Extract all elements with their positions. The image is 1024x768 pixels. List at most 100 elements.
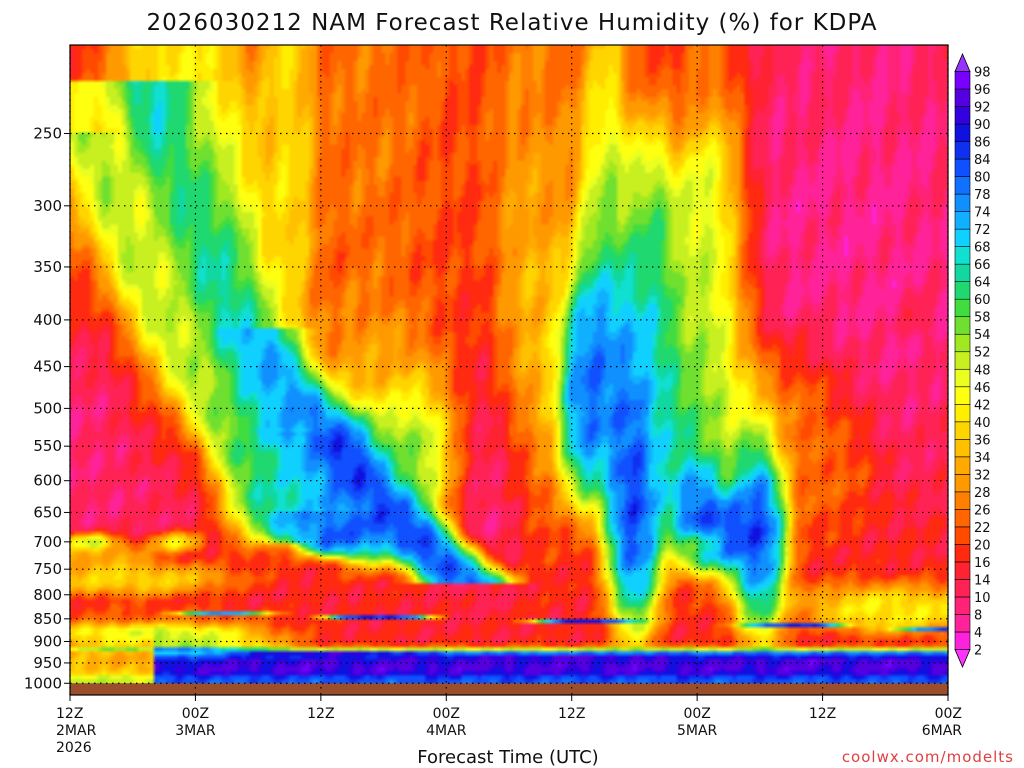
y-tick-label: 300 [33, 197, 62, 215]
colorbar-tick-label: 92 [974, 101, 991, 116]
colorbar-tick-label: 80 [974, 171, 991, 186]
colorbar-tick-label: 58 [974, 311, 991, 326]
colorbar-swatch [954, 176, 971, 195]
x-tick-label: 12Z [558, 706, 585, 722]
colorbar-tick-label: 20 [974, 538, 991, 553]
colorbar-swatch [954, 509, 971, 528]
colorbar-tick-label: 90 [974, 118, 991, 133]
y-axis-ticks: 250 300 350 400 450 500 550 600 650 700 750 800 850 9… [24, 124, 70, 692]
colorbar-tick-label: 86 [974, 136, 991, 151]
colorbar-tick-label: 22 [974, 521, 991, 536]
colorbar-swatch [954, 158, 971, 177]
plot-area [69, 44, 949, 696]
colorbar-swatch [954, 263, 971, 282]
colorbar-swatch [954, 631, 971, 650]
colorbar-tick-label: 54 [974, 328, 991, 343]
colorbar-tick-label: 36 [974, 433, 991, 448]
colorbar-swatch [954, 351, 971, 370]
colorbar-swatch [954, 298, 971, 318]
colorbar-tick-label: 40 [974, 416, 991, 431]
x-tick-label: 00Z [182, 706, 209, 722]
colorbar-swatch [954, 474, 971, 493]
x-tick-label: 12Z [809, 706, 836, 722]
colorbar-tick-label: 28 [974, 486, 991, 501]
colorbar-swatch [954, 246, 971, 265]
y-tick-label: 650 [33, 503, 62, 521]
colorbar-tick-label: 10 [974, 591, 991, 606]
x-tick-label: 3MAR [175, 723, 216, 739]
colorbar-tick-label: 32 [974, 468, 991, 483]
colorbar-tick-label: 52 [974, 346, 991, 361]
colorbar-tick-label: 74 [974, 206, 991, 221]
colorbar-swatch [954, 579, 971, 598]
x-tick-label: 12Z [56, 706, 83, 722]
y-tick-label: 550 [33, 437, 62, 455]
x-tick-label: 00Z [935, 706, 962, 722]
colorbar-tick-label: 16 [974, 556, 991, 571]
x-tick-label: 00Z [433, 706, 460, 722]
colorbar-swatch [954, 193, 971, 212]
y-tick-label: 600 [33, 472, 62, 490]
colorbar-tick-label: 42 [974, 398, 991, 413]
colorbar-swatch [954, 123, 971, 142]
ground-surface [70, 683, 948, 695]
colorbar-tick-label: 48 [974, 363, 991, 378]
colorbar-swatch [954, 421, 971, 440]
y-tick-label: 500 [33, 399, 62, 417]
y-tick-label: 750 [33, 560, 62, 578]
colorbar-swatch [954, 614, 971, 633]
y-tick-label: 850 [33, 610, 62, 628]
colorbar-swatch [954, 456, 971, 475]
x-tick-label: 4MAR [426, 723, 467, 739]
y-tick-label: 700 [33, 533, 62, 551]
colorbar-tick-label: 68 [974, 241, 991, 256]
y-tick-label: 900 [33, 632, 62, 650]
y-tick-label: 1000 [24, 674, 62, 692]
colorbar-tick-label: 34 [974, 451, 991, 466]
y-tick-label: 800 [33, 586, 62, 604]
plot-border [69, 44, 949, 696]
colorbar-swatch [954, 596, 971, 615]
colorbar-tick-label: 2 [974, 643, 982, 658]
x-tick-label: 12Z [307, 706, 334, 722]
colorbar-swatch [954, 211, 971, 230]
x-tick-label: 5MAR [677, 723, 718, 739]
colorbar-swatch [954, 141, 971, 160]
colorbar-swatch [954, 439, 971, 458]
colorbar-tick-label: 60 [974, 293, 991, 308]
chart-title: 2026030212 NAM Forecast Relative Humidit… [146, 10, 877, 36]
colorbar-swatch [954, 281, 971, 300]
y-tick-label: 350 [33, 258, 62, 276]
colorbar-swatch [954, 71, 971, 90]
x-tick-label: 00Z [683, 706, 710, 722]
colorbar-tick-label: 84 [974, 153, 991, 168]
colorbar-tick-label: 64 [974, 276, 991, 291]
credit-text: coolwx.com/modelts [842, 748, 1014, 766]
colorbar-swatch [954, 386, 971, 405]
colorbar-swatch [954, 526, 971, 545]
y-tick-label: 250 [33, 124, 62, 142]
colorbar-tick-label: 8 [974, 608, 982, 623]
colorbar-swatch [954, 561, 971, 580]
colorbar-tick-label: 72 [974, 223, 991, 238]
colorbar-tick-label: 98 [974, 66, 991, 81]
colorbar-tick-label: 46 [974, 381, 991, 396]
colorbar-swatch [954, 544, 971, 563]
colorbar-swatch [954, 649, 971, 669]
colorbar-swatch [954, 52, 971, 72]
colorbar-tick-label: 4 [974, 626, 982, 641]
colorbar-swatch [954, 333, 971, 353]
colorbar-tick-label: 78 [974, 188, 991, 203]
x-tick-label: 2026 [56, 740, 92, 756]
y-tick-label: 450 [33, 358, 62, 376]
x-tick-label: 6MAR [922, 723, 963, 739]
humidity-heatmap [70, 45, 948, 695]
y-tick-label: 400 [33, 311, 62, 329]
colorbar-swatch [954, 316, 971, 335]
colorbar-swatch [954, 106, 971, 125]
colorbar-swatch [954, 88, 971, 107]
colorbar: 2481014162022262832343640424648525458606… [954, 52, 991, 669]
colorbar-tick-label: 26 [974, 503, 991, 518]
colorbar-tick-label: 14 [974, 573, 991, 588]
